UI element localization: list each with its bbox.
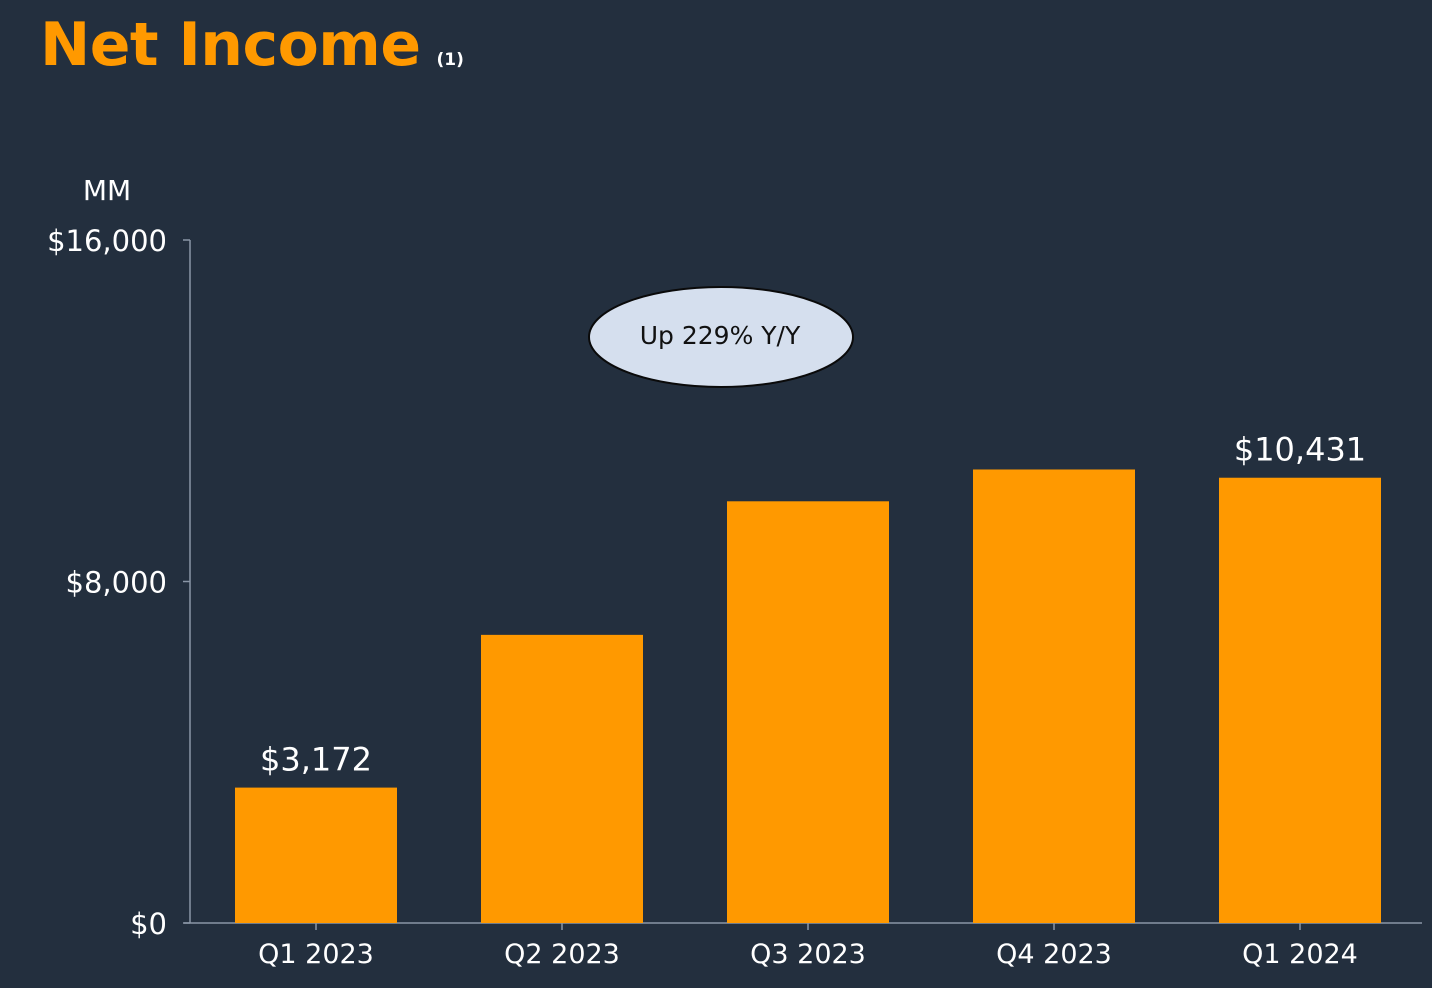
slide-title: Net Income (1)	[40, 10, 464, 80]
bar	[1219, 477, 1381, 923]
growth-callout-bubble	[588, 286, 854, 388]
y-tick-label: $16,000	[47, 224, 167, 258]
x-tick-label: Q2 2023	[504, 939, 620, 970]
page-title: Net Income	[40, 10, 421, 80]
bar	[235, 787, 397, 923]
y-axis-unit-label: MM	[83, 174, 131, 207]
x-tick-label: Q1 2023	[258, 939, 374, 970]
y-tick-label: $8,000	[66, 566, 167, 600]
bar	[727, 501, 889, 923]
bar-data-label: $10,431	[1234, 431, 1366, 469]
growth-callout-text: Up 229% Y/Y	[640, 321, 801, 350]
x-tick-label: Q4 2023	[996, 939, 1112, 970]
bar	[973, 469, 1135, 923]
x-tick-label: Q3 2023	[750, 939, 866, 970]
title-footnote-marker: (1)	[436, 50, 464, 70]
x-tick-label: Q1 2024	[1242, 939, 1358, 970]
bar	[481, 634, 643, 923]
bar-data-label: $3,172	[260, 741, 372, 779]
y-tick-label: $0	[130, 907, 167, 941]
